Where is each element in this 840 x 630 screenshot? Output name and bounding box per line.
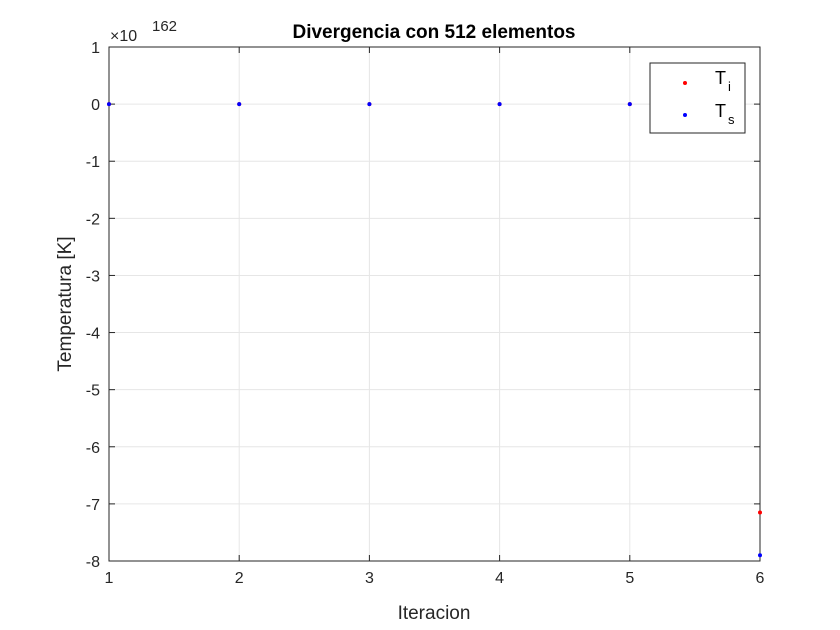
x-tick-label: 2	[235, 570, 244, 587]
x-tick-label: 5	[625, 570, 634, 587]
y-tick-label: 1	[91, 40, 100, 57]
plot-frame	[108, 46, 761, 562]
legend: T i T s	[649, 62, 746, 134]
y-tick-label: -5	[86, 383, 100, 400]
data-point	[107, 102, 111, 107]
y-exponent-power: 162	[152, 18, 177, 35]
data-point	[367, 102, 372, 107]
y-tick-label: -7	[86, 497, 100, 514]
y-tick-label: -8	[86, 554, 100, 571]
data-point	[758, 510, 762, 515]
y-tick-label: 0	[91, 97, 100, 114]
x-tick-label: 3	[365, 570, 374, 587]
y-exponent-label: ×10 162	[110, 18, 177, 45]
data-point	[497, 102, 502, 107]
data-point	[237, 102, 242, 107]
data-points	[107, 102, 762, 558]
x-tick-label: 4	[495, 570, 504, 587]
legend-marker-ti	[683, 81, 687, 85]
legend-box	[649, 62, 746, 134]
legend-subscript-ti: i	[728, 79, 731, 94]
x-tick-label: 1	[105, 570, 114, 587]
data-point	[758, 553, 762, 558]
axis-ticks: 1 2 3 4 5 6 1 0 -1 -2 -3 -4 -5 -6 -7 -8	[86, 40, 765, 587]
legend-marker-ts	[683, 113, 687, 117]
y-tick-label: -1	[86, 154, 100, 171]
x-tick-label: 6	[756, 570, 765, 587]
chart-title: Divergencia con 512 elementos	[292, 22, 575, 43]
y-tick-label: -3	[86, 268, 100, 285]
legend-label-ti: T	[715, 68, 726, 88]
y-exponent-base: ×10	[110, 28, 137, 45]
legend-subscript-ts: s	[728, 112, 735, 127]
data-point	[627, 102, 632, 107]
series-t-s	[107, 102, 762, 558]
y-tick-label: -2	[86, 211, 100, 228]
legend-label-ts: T	[715, 101, 726, 121]
y-tick-label: -4	[86, 326, 100, 343]
y-tick-label: -6	[86, 440, 100, 457]
y-axis-label: Temperatura [K]	[55, 236, 76, 371]
series-t-i	[107, 102, 762, 515]
x-axis-label: Iteracion	[398, 603, 471, 624]
